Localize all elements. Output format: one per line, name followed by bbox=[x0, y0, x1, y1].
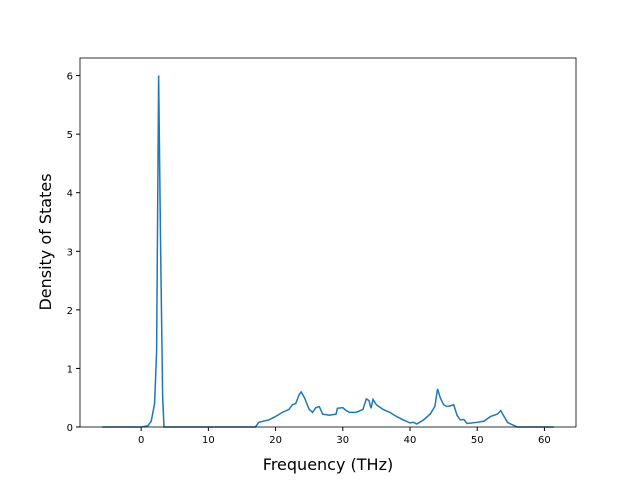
y-tick-label: 0 bbox=[67, 423, 73, 434]
line bbox=[102, 75, 554, 428]
y-axis-label: Density of States bbox=[36, 173, 55, 310]
x-tick-label: 10 bbox=[202, 435, 215, 446]
y-tick-label: 6 bbox=[67, 72, 73, 83]
y-tick-label: 1 bbox=[67, 364, 73, 375]
x-tick-label: 30 bbox=[336, 435, 349, 446]
x-tick-label: 60 bbox=[538, 435, 551, 446]
x-tick-label: 40 bbox=[404, 435, 417, 446]
x-tick-label: 20 bbox=[269, 435, 282, 446]
y-tick-label: 4 bbox=[67, 189, 73, 200]
x-tick-label: 0 bbox=[138, 435, 144, 446]
x-tick-label: 50 bbox=[471, 435, 484, 446]
y-tick-label: 2 bbox=[67, 306, 73, 317]
y-tick-label: 3 bbox=[67, 247, 73, 258]
x-axis-label: Frequency (THz) bbox=[263, 455, 393, 474]
plot-frame bbox=[79, 57, 577, 428]
y-tick-label: 5 bbox=[67, 130, 73, 141]
